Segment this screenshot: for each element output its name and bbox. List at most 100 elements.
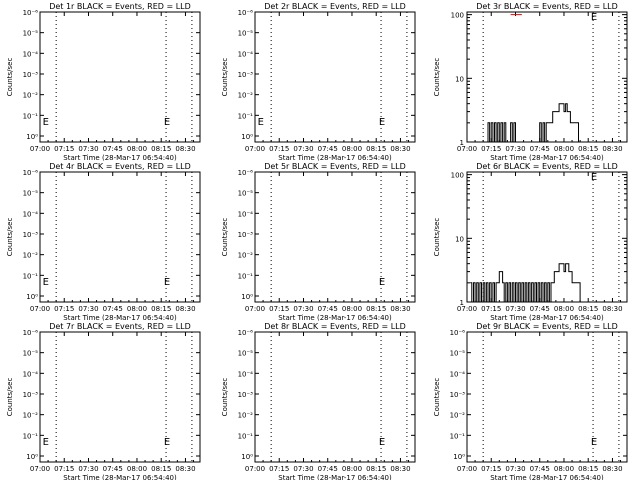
x-tick-label: 08:30 <box>602 305 622 313</box>
x-tick-label: 08:00 <box>342 465 362 473</box>
x-tick-label: 07:15 <box>481 465 501 473</box>
x-tick-label: 07:00 <box>245 465 265 473</box>
E-marker: E <box>43 437 49 448</box>
E-marker: E <box>164 117 170 128</box>
x-tick-label: 07:30 <box>505 305 525 313</box>
panel-title: Det 4r BLACK = Events, RED = LLD <box>49 162 191 171</box>
x-tick-label: 07:45 <box>103 305 123 313</box>
x-tick-label: 08:15 <box>366 145 386 153</box>
y-tick-label: 10⁻¹ <box>238 432 254 440</box>
events-series-line <box>470 263 627 303</box>
x-tick-label: 08:15 <box>151 465 171 473</box>
x-tick-label: 07:15 <box>269 145 289 153</box>
y-tick-label: 10⁰ <box>26 133 38 141</box>
y-axis-label: Counts/sec <box>6 378 14 417</box>
x-tick-label: 08:30 <box>390 465 410 473</box>
x-tick-label: 08:15 <box>151 145 171 153</box>
y-tick-label: 10⁻⁴ <box>23 210 39 218</box>
y-tick-label: 10⁻⁶ <box>23 169 39 177</box>
x-tick-label: 08:30 <box>175 145 195 153</box>
x-tick-label: 08:30 <box>175 465 195 473</box>
x-tick-label: 07:15 <box>54 465 74 473</box>
y-tick-label: 10⁻² <box>238 92 254 100</box>
y-tick-label: 10⁻³ <box>238 391 254 399</box>
x-axis-label: Start Time (28-Mar-17 06:54:40) <box>278 474 392 480</box>
plot-frame <box>39 11 201 143</box>
E-marker: E <box>379 117 385 128</box>
y-tick-label: 100 <box>451 172 464 180</box>
x-tick-label: 08:30 <box>175 305 195 313</box>
panel-title: Det 6r BLACK = Events, RED = LLD <box>476 162 618 171</box>
E-marker: E <box>43 117 49 128</box>
x-axis-label: Start Time (28-Mar-17 06:54:40) <box>278 154 392 162</box>
panel-det-8r: Det 8r BLACK = Events, RED = LLD 07:00 07:… <box>221 322 416 480</box>
x-axis-label: Start Time (28-Mar-17 06:54:40) <box>63 474 177 480</box>
x-tick-label: 07:45 <box>103 145 123 153</box>
x-tick-label: 07:30 <box>78 305 98 313</box>
x-tick-label: 07:30 <box>78 145 98 153</box>
y-tick-label: 10⁻⁶ <box>238 329 254 337</box>
y-tick-label: 10⁻⁴ <box>450 370 466 378</box>
x-tick-label: 08:15 <box>151 305 171 313</box>
E-marker: E <box>591 12 597 23</box>
x-tick-label: 07:30 <box>293 305 313 313</box>
y-tick-label: 10⁻⁴ <box>238 50 254 58</box>
x-axis-label: Start Time (28-Mar-17 06:54:40) <box>278 314 392 322</box>
y-tick-label: 1 <box>460 139 464 147</box>
E-marker: E <box>379 437 385 448</box>
y-tick-label: 10⁻⁶ <box>450 329 466 337</box>
x-tick-label: 08:30 <box>390 305 410 313</box>
x-tick-label: 07:00 <box>457 465 477 473</box>
y-tick-label: 10⁻⁶ <box>238 169 254 177</box>
E-marker: E <box>164 277 170 288</box>
x-tick-label: 07:45 <box>318 145 338 153</box>
panel-title: Det 1r BLACK = Events, RED = LLD <box>49 2 191 11</box>
panel-det-4r: Det 4r BLACK = Events, RED = LLD 07:00 07:… <box>6 162 201 322</box>
x-tick-label: 07:30 <box>505 145 525 153</box>
y-tick-label: 10⁻⁵ <box>23 30 39 38</box>
x-tick-label: 07:30 <box>505 465 525 473</box>
y-tick-label: 10⁻² <box>23 252 39 260</box>
panel-title: Det 8r BLACK = Events, RED = LLD <box>264 322 406 331</box>
x-tick-label: 07:00 <box>30 305 50 313</box>
y-tick-label: 10⁻⁵ <box>450 350 466 358</box>
plot-frame <box>466 331 628 463</box>
x-tick-label: 08:15 <box>366 465 386 473</box>
y-tick-label: 10⁻² <box>238 412 254 420</box>
y-tick-label: 10⁰ <box>241 133 253 141</box>
panel-title: Det 3r BLACK = Events, RED = LLD <box>476 2 618 11</box>
plot-frame <box>39 171 201 303</box>
y-tick-label: 10 <box>455 75 464 83</box>
y-tick-label: 10⁻⁴ <box>23 370 39 378</box>
x-tick-label: 07:15 <box>269 465 289 473</box>
y-tick-label: 10⁻⁶ <box>23 9 39 17</box>
x-tick-label: 07:45 <box>318 305 338 313</box>
y-tick-label: 10⁻² <box>23 92 39 100</box>
x-tick-label: 08:00 <box>127 145 147 153</box>
x-axis-label: Start Time (28-Mar-17 06:54:40) <box>63 154 177 162</box>
x-tick-label: 07:00 <box>245 145 265 153</box>
x-tick-label: 08:00 <box>554 145 574 153</box>
x-tick-label: 07:15 <box>269 305 289 313</box>
y-tick-label: 10⁻⁵ <box>23 350 39 358</box>
y-axis-label: Counts/sec <box>433 58 441 97</box>
x-tick-label: 08:00 <box>342 305 362 313</box>
x-axis-label: Start Time (28-Mar-17 06:54:40) <box>490 474 604 480</box>
x-tick-label: 08:00 <box>127 465 147 473</box>
y-tick-label: 10⁻⁶ <box>238 9 254 17</box>
x-tick-label: 07:00 <box>457 305 477 313</box>
x-tick-label: 07:45 <box>530 145 550 153</box>
y-tick-label: 10⁻¹ <box>238 272 254 280</box>
y-tick-label: 10⁻⁵ <box>238 350 254 358</box>
x-axis-label: Start Time (28-Mar-17 06:54:40) <box>490 314 604 322</box>
E-marker: E <box>591 437 597 448</box>
E-marker: E <box>258 117 264 128</box>
plot-frame <box>39 331 201 463</box>
y-tick-label: 10⁰ <box>241 293 253 301</box>
x-tick-label: 07:15 <box>481 305 501 313</box>
plot-frame <box>254 11 416 143</box>
x-tick-label: 07:15 <box>54 305 74 313</box>
x-tick-label: 07:00 <box>457 145 477 153</box>
x-tick-label: 08:15 <box>366 305 386 313</box>
y-tick-label: 10⁻⁴ <box>23 50 39 58</box>
